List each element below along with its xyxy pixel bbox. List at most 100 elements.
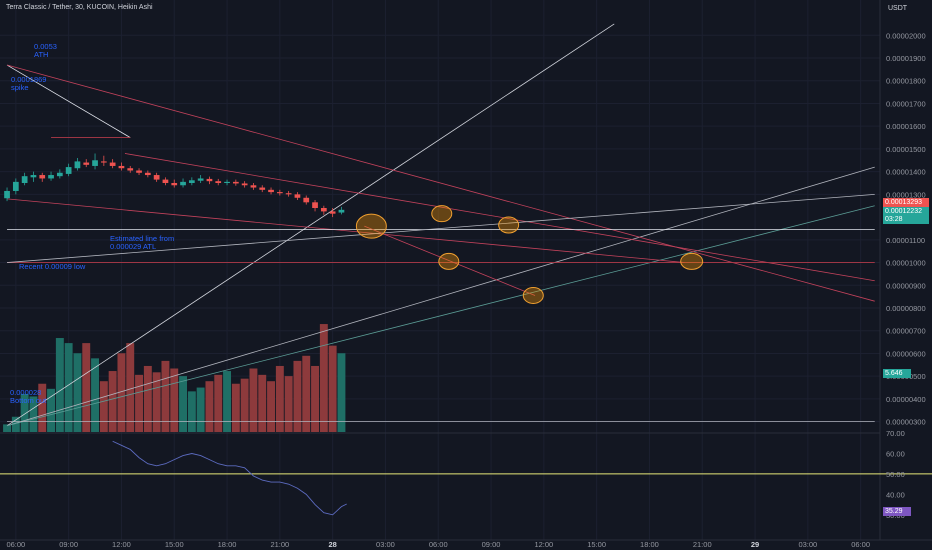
volume-bar bbox=[258, 374, 267, 432]
volume-bar bbox=[11, 416, 20, 432]
time-tick-label: 06:00 bbox=[851, 540, 870, 549]
spike-line-a bbox=[6, 64, 131, 138]
candle-body bbox=[100, 161, 107, 163]
highlight-ellipse bbox=[431, 205, 453, 223]
price-tick-label: 0.00000800 bbox=[886, 304, 926, 313]
candle-body bbox=[109, 162, 116, 166]
candle-body bbox=[285, 193, 292, 195]
candle-body bbox=[65, 167, 72, 174]
price-tick-label: 0.00001600 bbox=[886, 122, 926, 131]
price-tick-label: 0.00002000 bbox=[886, 31, 926, 40]
volume-tag: 5.646 bbox=[883, 369, 911, 378]
volume-bar bbox=[152, 372, 161, 432]
time-tick-label: 09:00 bbox=[59, 540, 78, 549]
price-tick-label: 0.00001300 bbox=[886, 190, 926, 199]
candle-body bbox=[136, 170, 142, 173]
candle-body bbox=[127, 168, 134, 171]
time-tick-label: 18:00 bbox=[218, 540, 237, 549]
candle-body bbox=[56, 172, 63, 177]
time-tick-label: 06:00 bbox=[429, 540, 448, 549]
rsi-tag: 35.29 bbox=[883, 507, 911, 516]
rsi-tick-label: 60.00 bbox=[886, 450, 905, 459]
volume-bar bbox=[135, 374, 143, 432]
highlight-ellipse bbox=[498, 216, 520, 234]
annotation-ath: 0.0053 ATH bbox=[34, 43, 57, 59]
last-price-tag: 0.00013293 bbox=[883, 198, 929, 207]
candle-body bbox=[312, 202, 318, 208]
candle-body bbox=[153, 175, 160, 180]
time-axis[interactable]: 06:00 09:00 12:00 15:00 18:00 21:00 28 03:00 06:… bbox=[6, 540, 870, 549]
rsi-tick-label: 40.00 bbox=[886, 490, 905, 499]
volume-bar bbox=[108, 371, 117, 432]
price-tick-label: 0.00001700 bbox=[886, 99, 926, 108]
volume-bar bbox=[117, 353, 126, 432]
volume-bar bbox=[91, 358, 99, 432]
spike-label: spike bbox=[11, 83, 29, 92]
volume-bar bbox=[328, 345, 337, 432]
price-tick-label: 0.00000600 bbox=[886, 349, 926, 358]
candle-body bbox=[215, 181, 222, 183]
candle-body bbox=[232, 181, 239, 184]
price-tick-label: 0.00001900 bbox=[886, 54, 926, 63]
price-tick-label: 0.00001500 bbox=[886, 145, 926, 154]
time-tick-label: 21:00 bbox=[693, 540, 712, 549]
volume-bar bbox=[275, 365, 284, 432]
time-tick-label: 18:00 bbox=[640, 540, 659, 549]
price-tick-label: 0.00000700 bbox=[886, 327, 926, 336]
annotation-bottom: 0.000028 Bottom out bbox=[10, 389, 46, 405]
candle-body bbox=[30, 175, 37, 178]
candle-body bbox=[268, 189, 274, 193]
volume-bar bbox=[82, 343, 91, 432]
candle-body bbox=[303, 197, 310, 203]
volume-bar bbox=[319, 324, 328, 432]
price-tick-label: 0.00000400 bbox=[886, 395, 926, 404]
price-axis[interactable]: 0.00002000 0.00001900 0.00001800 0.00001700… bbox=[886, 31, 926, 520]
volume-bar bbox=[161, 360, 170, 432]
volume-bar bbox=[170, 368, 179, 432]
candle-body bbox=[259, 187, 266, 190]
projected-path bbox=[364, 225, 536, 296]
chart-title: Terra Classic / Tether, 30, KUCOIN, Heik… bbox=[6, 4, 153, 11]
volume-bar bbox=[249, 368, 258, 432]
time-tick-label: 03:00 bbox=[376, 540, 395, 549]
volume-bar bbox=[337, 353, 346, 432]
time-tick-label: 15:00 bbox=[587, 540, 606, 549]
candle-body bbox=[144, 172, 151, 176]
time-tick-label: 21:00 bbox=[270, 540, 289, 549]
currency-label: USDT bbox=[888, 5, 908, 12]
highlight-ellipse bbox=[438, 252, 460, 270]
candle-body bbox=[21, 176, 28, 183]
candle-body bbox=[250, 185, 257, 188]
spike-value: 0.0001869 bbox=[11, 75, 47, 84]
time-tick-label: 03:00 bbox=[798, 540, 817, 549]
volume-bar bbox=[223, 371, 231, 432]
price-tick-label: 0.00001100 bbox=[886, 236, 925, 245]
rsi-line bbox=[112, 440, 347, 516]
candle-body bbox=[180, 181, 186, 186]
candle-body bbox=[92, 160, 98, 166]
trendlines bbox=[6, 23, 875, 427]
candle-body bbox=[171, 183, 178, 186]
annotation-spike: 0.0001869 spike bbox=[11, 76, 46, 92]
price-tick-label: 0.00001000 bbox=[886, 259, 926, 268]
time-tick-label: 06:00 bbox=[6, 540, 25, 549]
red-trendline-ath bbox=[6, 64, 875, 302]
time-tick-label: 12:00 bbox=[112, 540, 131, 549]
candle-body bbox=[12, 181, 19, 191]
candle-body bbox=[224, 181, 230, 183]
candle-body bbox=[39, 175, 46, 179]
white-trendline-shallow bbox=[6, 166, 875, 427]
candle-body bbox=[83, 162, 90, 165]
rsi-tick-label: 50.00 bbox=[886, 470, 905, 479]
time-tick-label: 12:00 bbox=[534, 540, 553, 549]
volume-bar bbox=[126, 343, 135, 432]
ath-value: 0.0053 bbox=[34, 42, 57, 51]
time-tick-label: 15:00 bbox=[165, 540, 184, 549]
countdown-tag: 03:28 bbox=[883, 215, 929, 224]
volume-bar bbox=[38, 383, 47, 432]
candle-body bbox=[48, 175, 54, 179]
volume-bar bbox=[284, 376, 293, 432]
candle-body bbox=[118, 165, 125, 169]
